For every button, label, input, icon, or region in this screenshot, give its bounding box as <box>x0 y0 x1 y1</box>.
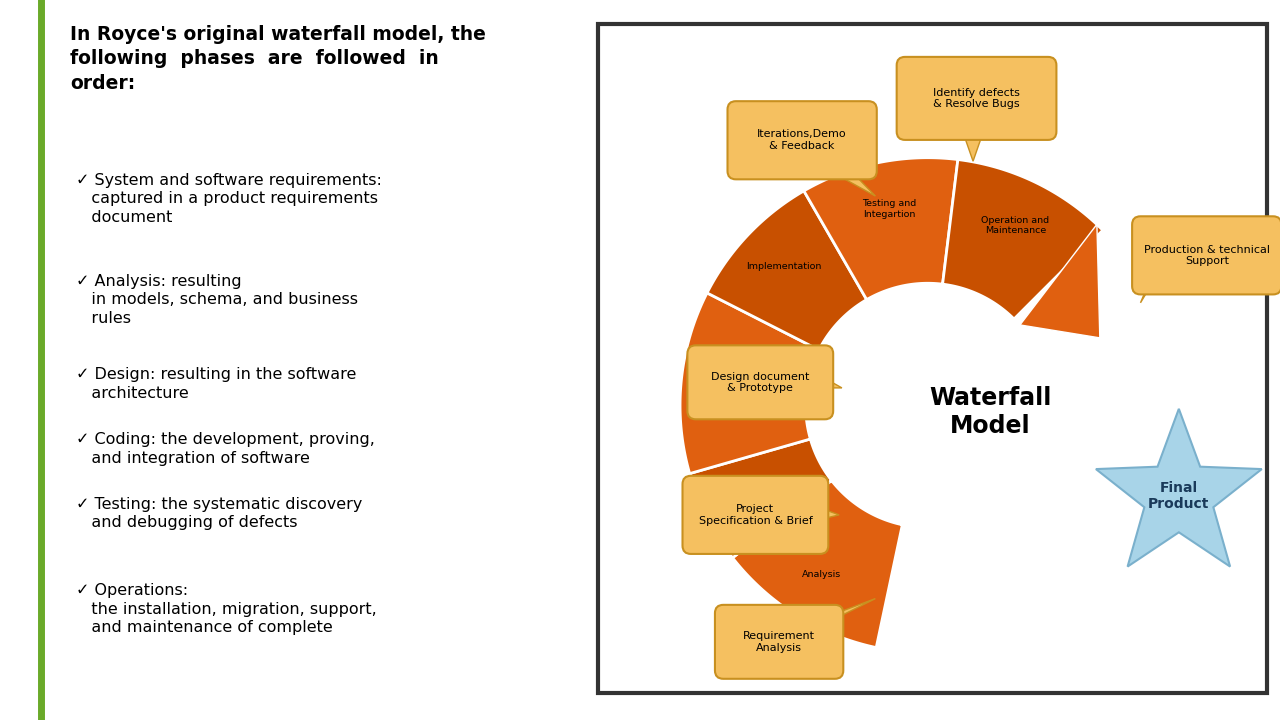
Polygon shape <box>707 191 867 350</box>
Text: Implementation: Implementation <box>746 262 822 271</box>
FancyBboxPatch shape <box>897 57 1056 140</box>
FancyBboxPatch shape <box>687 346 833 419</box>
Text: Requirements
Specification: Requirements Specification <box>717 487 782 506</box>
Text: Testing and
Integartion: Testing and Integartion <box>863 199 916 219</box>
FancyBboxPatch shape <box>716 605 844 679</box>
Text: Requirement
Analysis: Requirement Analysis <box>744 631 815 652</box>
FancyBboxPatch shape <box>682 476 828 554</box>
Polygon shape <box>819 375 842 388</box>
Text: Identify defects
& Resolve Bugs: Identify defects & Resolve Bugs <box>933 88 1020 109</box>
Text: Waterfall
Model: Waterfall Model <box>929 387 1052 438</box>
FancyBboxPatch shape <box>1132 216 1280 294</box>
Text: ✓ Coding: the development, proving,
   and integration of software: ✓ Coding: the development, proving, and … <box>76 432 375 466</box>
Polygon shape <box>1020 225 1100 338</box>
Polygon shape <box>963 131 983 161</box>
Polygon shape <box>829 171 876 196</box>
Polygon shape <box>1140 245 1165 303</box>
Text: ✓ Operations:
   the installation, migration, support,
   and maintenance of com: ✓ Operations: the installation, migratio… <box>76 583 376 635</box>
Polygon shape <box>1096 409 1262 567</box>
Polygon shape <box>804 158 957 300</box>
Polygon shape <box>942 160 1103 319</box>
Polygon shape <box>817 506 840 521</box>
Polygon shape <box>732 480 902 647</box>
Text: Analysis: Analysis <box>803 570 841 580</box>
Text: Final
Product: Final Product <box>1148 481 1210 511</box>
Text: Design: Design <box>721 384 754 393</box>
Text: ✓ System and software requirements:
   captured in a product requirements
   doc: ✓ System and software requirements: capt… <box>76 173 381 225</box>
Polygon shape <box>690 439 832 558</box>
Polygon shape <box>819 598 876 619</box>
Text: ✓ Analysis: resulting
   in models, schema, and business
   rules: ✓ Analysis: resulting in models, schema,… <box>76 274 357 325</box>
Text: Design document
& Prototype: Design document & Prototype <box>712 372 809 393</box>
Text: ✓ Design: resulting in the software
   architecture: ✓ Design: resulting in the software arch… <box>76 367 356 401</box>
Text: Project
Specification & Brief: Project Specification & Brief <box>699 504 813 526</box>
FancyBboxPatch shape <box>727 102 877 179</box>
Text: Production & technical
Support: Production & technical Support <box>1144 245 1270 266</box>
Text: ✓ Testing: the systematic discovery
   and debugging of defects: ✓ Testing: the systematic discovery and … <box>76 497 362 531</box>
Polygon shape <box>680 293 819 474</box>
Text: Operation and
Maintenance: Operation and Maintenance <box>982 216 1050 235</box>
Text: In Royce's original waterfall model, the
following  phases  are  followed  in
or: In Royce's original waterfall model, the… <box>70 25 486 93</box>
Text: Iterations,Demo
& Feedback: Iterations,Demo & Feedback <box>758 130 847 151</box>
